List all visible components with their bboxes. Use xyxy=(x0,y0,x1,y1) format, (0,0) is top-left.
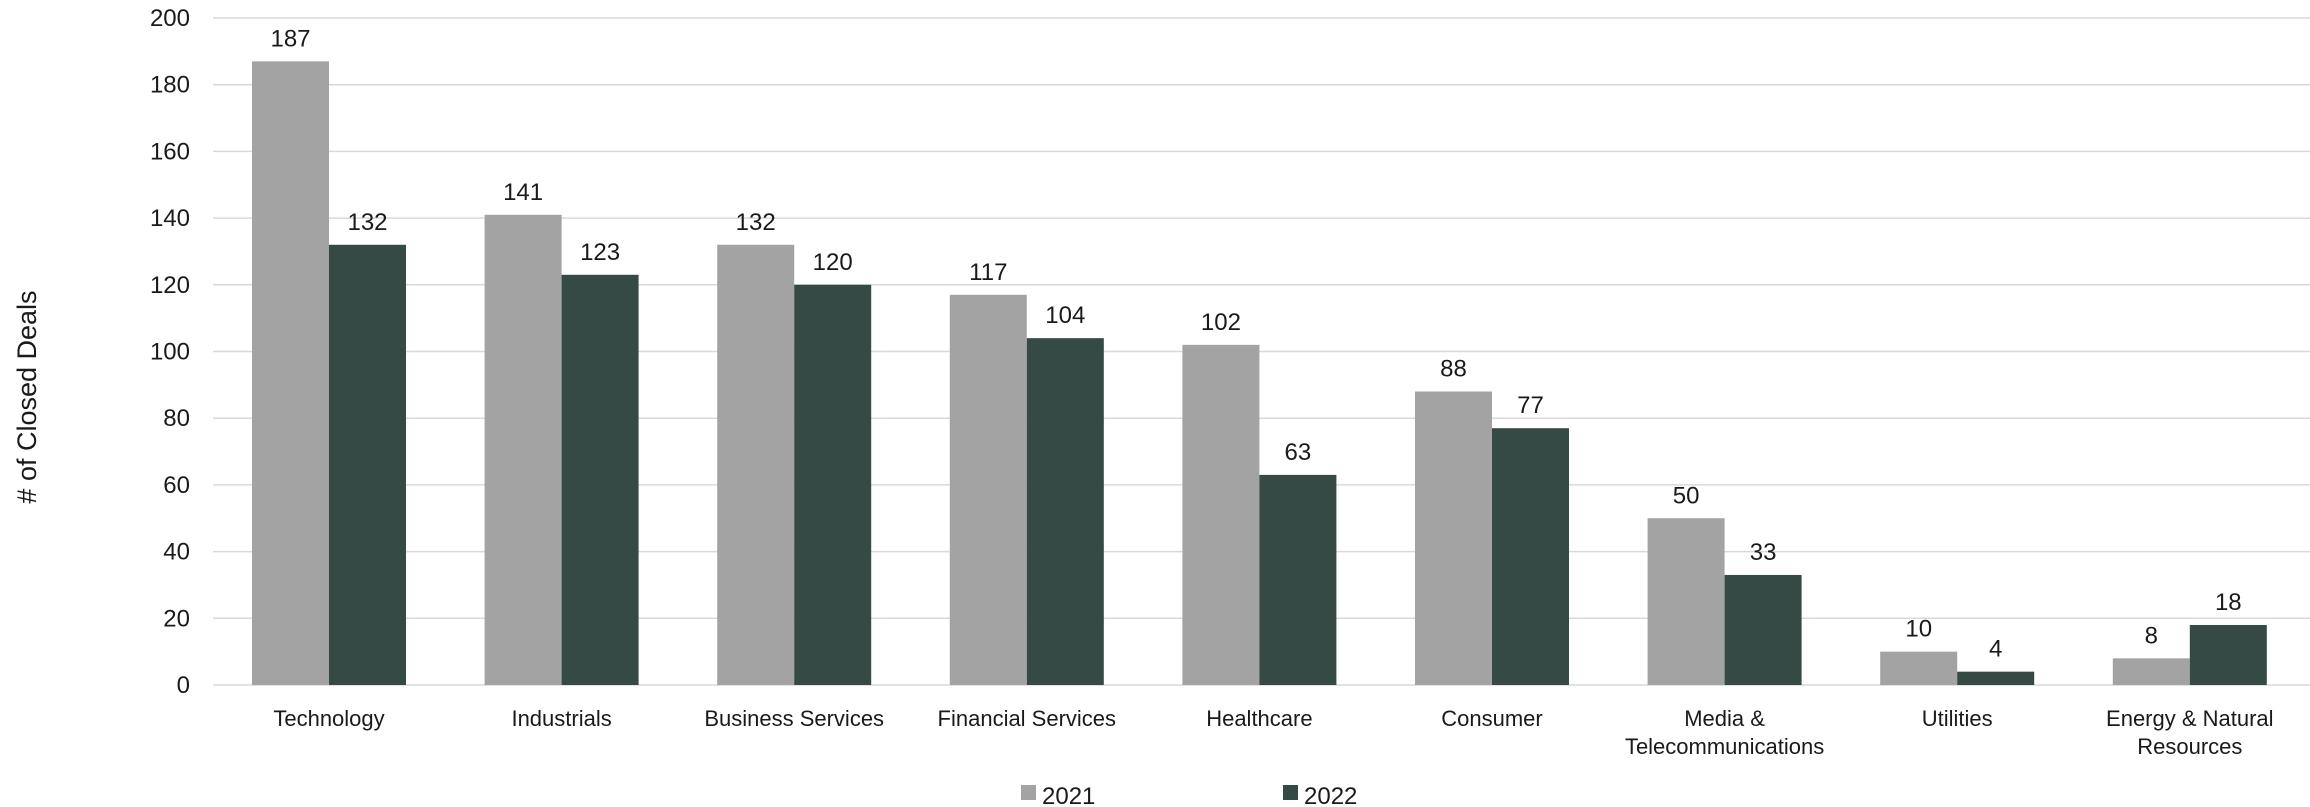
data-label-2021: 50 xyxy=(1673,482,1700,509)
y-tick-label: 20 xyxy=(163,605,190,632)
y-tick-label: 60 xyxy=(163,472,190,499)
legend: 2021 2022 xyxy=(1021,783,1357,807)
bar-2021 xyxy=(1415,391,1492,685)
bar-2021 xyxy=(1880,651,1958,685)
y-tick-label: 180 xyxy=(150,72,190,99)
data-label-2022: 18 xyxy=(2215,589,2242,616)
category-label: Healthcare xyxy=(1206,706,1312,731)
category-label: Industrials xyxy=(511,706,611,731)
legend-swatch-2022 xyxy=(1283,785,1298,800)
category-label: Technology xyxy=(273,706,384,731)
data-label-2021: 10 xyxy=(1905,616,1932,643)
category-label-line: Healthcare xyxy=(1206,706,1312,731)
data-label-2021: 88 xyxy=(1440,356,1467,383)
bar-2021 xyxy=(252,61,329,686)
data-label-2021: 8 xyxy=(2145,622,2158,649)
bar-2022 xyxy=(1259,474,1337,685)
category-label: Media & Telecommunications xyxy=(1625,706,1824,759)
data-label-2021: 141 xyxy=(503,179,543,206)
y-tick-label: 0 xyxy=(177,672,190,699)
bar-2021 xyxy=(1647,518,1725,685)
y-tick-label: 140 xyxy=(150,205,190,232)
category-label: Utilities xyxy=(1922,706,1993,731)
bar-2021 xyxy=(717,244,795,685)
y-tick-label: 40 xyxy=(163,539,190,566)
bar-2022 xyxy=(794,284,872,685)
bar-2021 xyxy=(1182,344,1260,685)
category-label: Business Services xyxy=(704,706,884,731)
bar-2021 xyxy=(2112,658,2190,685)
data-label-2021: 117 xyxy=(969,259,1007,286)
data-label-2022: 4 xyxy=(1989,636,2002,663)
bar-2022 xyxy=(1724,574,1802,685)
category-label-line: Resources xyxy=(2137,734,2242,759)
category-label: Consumer xyxy=(1441,706,1542,731)
data-label-2022: 132 xyxy=(347,209,387,236)
category-label-line: Technology xyxy=(273,706,384,731)
bar-2021 xyxy=(484,214,562,685)
bar-2021 xyxy=(949,294,1027,685)
category-label-line: Utilities xyxy=(1922,706,1993,731)
y-axis-title: # of Closed Deals xyxy=(12,290,42,503)
y-tick-label: 160 xyxy=(150,138,190,165)
category-label: Financial Services xyxy=(938,706,1117,731)
data-label-2022: 63 xyxy=(1285,439,1312,466)
data-label-2021: 132 xyxy=(736,209,776,236)
category-label-line: Energy & Natural xyxy=(2106,706,2274,731)
bar-2022 xyxy=(1492,428,1569,685)
data-label-2022: 33 xyxy=(1750,539,1777,566)
data-label-2021: 102 xyxy=(1201,309,1241,336)
y-tick-label: 80 xyxy=(163,405,190,432)
x-axis-categories: Technology Industrials Business Services Fi… xyxy=(273,706,2273,759)
y-tick-label: 200 xyxy=(150,5,190,32)
legend-label-2022: 2022 xyxy=(1304,783,1357,807)
category-label-line: Business Services xyxy=(704,706,884,731)
bar-2022 xyxy=(329,244,406,685)
category-label-line: Media & xyxy=(1684,706,1765,731)
data-label-2021: 187 xyxy=(270,25,310,52)
bar-2022 xyxy=(1957,671,2035,685)
category-label: Energy & Natural Resources xyxy=(2106,706,2274,759)
data-label-2022: 123 xyxy=(580,239,620,266)
category-label-line: Telecommunications xyxy=(1625,734,1824,759)
bar-2022 xyxy=(561,274,639,685)
y-tick-label: 120 xyxy=(150,272,190,299)
data-label-2022: 104 xyxy=(1045,302,1085,329)
y-axis-ticks: 0 20 40 60 80 100 120 140 160 180 200 xyxy=(150,5,190,699)
data-label-2022: 77 xyxy=(1517,392,1544,419)
category-label-line: Industrials xyxy=(511,706,611,731)
y-tick-label: 100 xyxy=(150,339,190,366)
bars xyxy=(252,61,2267,686)
legend-swatch-2021 xyxy=(1021,785,1036,800)
legend-label-2021: 2021 xyxy=(1042,783,1095,807)
category-label-line: Consumer xyxy=(1441,706,1542,731)
category-label-line: Financial Services xyxy=(938,706,1117,731)
data-label-2022: 120 xyxy=(813,249,853,276)
bar-2022 xyxy=(1026,338,1104,685)
bar-2022 xyxy=(2189,624,2267,685)
